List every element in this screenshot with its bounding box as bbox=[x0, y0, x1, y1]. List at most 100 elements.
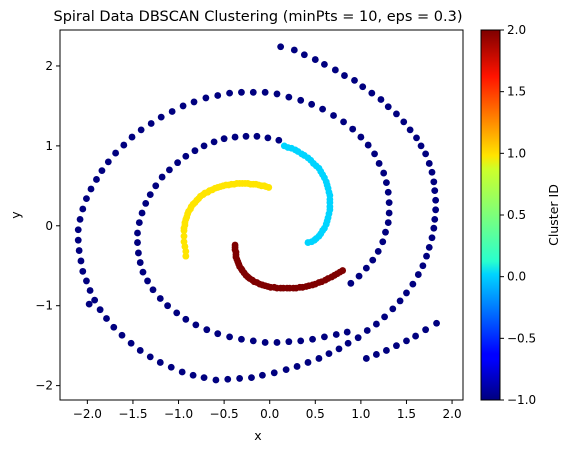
data-point bbox=[363, 327, 371, 334]
data-point bbox=[139, 268, 147, 276]
x-tick-label: −2.0 bbox=[73, 407, 102, 421]
data-point bbox=[396, 297, 404, 305]
data-point bbox=[103, 315, 110, 322]
data-point bbox=[83, 195, 90, 203]
data-point bbox=[325, 350, 333, 358]
colorbar-ticks: −1.0 −0.5 0.0 0.5 1.0 1.5 2.0 bbox=[500, 23, 536, 407]
data-point bbox=[340, 118, 347, 126]
data-point bbox=[297, 96, 305, 104]
data-point bbox=[135, 249, 142, 257]
y-tick-label: 1 bbox=[45, 139, 53, 153]
data-point bbox=[379, 238, 387, 246]
data-point bbox=[79, 267, 87, 275]
data-point bbox=[344, 339, 352, 347]
data-point bbox=[305, 282, 313, 290]
data-point bbox=[310, 160, 317, 167]
data-point bbox=[364, 141, 372, 149]
colorbar-tick-label: 0.0 bbox=[507, 270, 526, 284]
data-point bbox=[134, 229, 141, 237]
data-point bbox=[77, 257, 85, 265]
y-tick-label: −1 bbox=[35, 299, 53, 313]
data-point bbox=[250, 278, 258, 286]
data-point bbox=[422, 326, 430, 334]
data-point bbox=[318, 278, 326, 286]
x-tick-label: −0.5 bbox=[210, 407, 239, 421]
data-point bbox=[321, 60, 328, 68]
data-point bbox=[310, 236, 318, 244]
data-point bbox=[383, 179, 390, 187]
data-point bbox=[417, 142, 425, 150]
data-point bbox=[137, 126, 145, 134]
data-point bbox=[315, 355, 323, 362]
data-point bbox=[230, 180, 238, 188]
y-tick-label: −2 bbox=[35, 379, 53, 393]
data-point bbox=[135, 219, 143, 226]
data-point bbox=[284, 144, 292, 151]
data-point bbox=[385, 209, 393, 217]
plot-area bbox=[59, 29, 464, 401]
data-point bbox=[248, 374, 255, 382]
data-point bbox=[241, 180, 249, 187]
data-point bbox=[409, 280, 417, 288]
data-point bbox=[232, 248, 240, 256]
data-point bbox=[127, 339, 135, 347]
data-point bbox=[319, 105, 326, 113]
x-axis-label: x bbox=[254, 428, 261, 443]
data-point bbox=[190, 98, 198, 106]
y-tick-label: 2 bbox=[45, 59, 53, 73]
data-point bbox=[315, 164, 323, 172]
data-point bbox=[253, 132, 261, 140]
data-point bbox=[152, 182, 160, 190]
data-point bbox=[185, 208, 192, 215]
colorbar-tick-label: 2.0 bbox=[507, 23, 526, 37]
data-point bbox=[173, 309, 181, 317]
data-point bbox=[330, 112, 337, 119]
data-point bbox=[157, 113, 165, 121]
data-point bbox=[384, 103, 392, 111]
data-point bbox=[304, 154, 312, 162]
data-point bbox=[112, 149, 120, 157]
data-point bbox=[93, 176, 100, 183]
data-point bbox=[403, 289, 410, 297]
data-point bbox=[336, 268, 344, 276]
data-point bbox=[261, 88, 269, 96]
data-point bbox=[138, 209, 146, 217]
data-point bbox=[183, 213, 191, 221]
data-point bbox=[273, 90, 281, 98]
data-point bbox=[174, 159, 182, 167]
data-point bbox=[85, 300, 93, 308]
data-point bbox=[430, 178, 438, 186]
data-point bbox=[383, 347, 390, 354]
data-point bbox=[236, 375, 244, 382]
data-point bbox=[203, 326, 211, 334]
data-point bbox=[236, 180, 244, 187]
data-point bbox=[322, 178, 330, 186]
data-point bbox=[189, 371, 197, 379]
data-point bbox=[432, 196, 440, 204]
data-point bbox=[226, 89, 233, 97]
data-point bbox=[377, 96, 385, 103]
data-point bbox=[156, 295, 164, 302]
colorbar bbox=[480, 29, 501, 401]
colorbar-tick-label: 1.5 bbox=[507, 85, 526, 99]
data-point bbox=[192, 321, 200, 329]
data-point bbox=[428, 168, 436, 176]
data-point bbox=[200, 142, 208, 150]
data-point bbox=[393, 110, 400, 118]
data-point bbox=[164, 302, 171, 310]
data-point bbox=[293, 363, 301, 370]
data-point bbox=[277, 43, 285, 51]
data-point bbox=[247, 180, 254, 188]
data-point bbox=[414, 271, 422, 278]
data-point bbox=[355, 272, 363, 280]
data-point bbox=[199, 191, 207, 199]
data-point bbox=[136, 259, 144, 266]
data-point bbox=[406, 126, 414, 134]
data-point bbox=[149, 286, 157, 294]
data-point bbox=[261, 339, 269, 346]
data-point bbox=[286, 284, 294, 292]
data-point bbox=[146, 353, 154, 361]
data-point bbox=[182, 247, 190, 255]
data-point bbox=[214, 184, 222, 191]
data-point bbox=[369, 256, 377, 264]
